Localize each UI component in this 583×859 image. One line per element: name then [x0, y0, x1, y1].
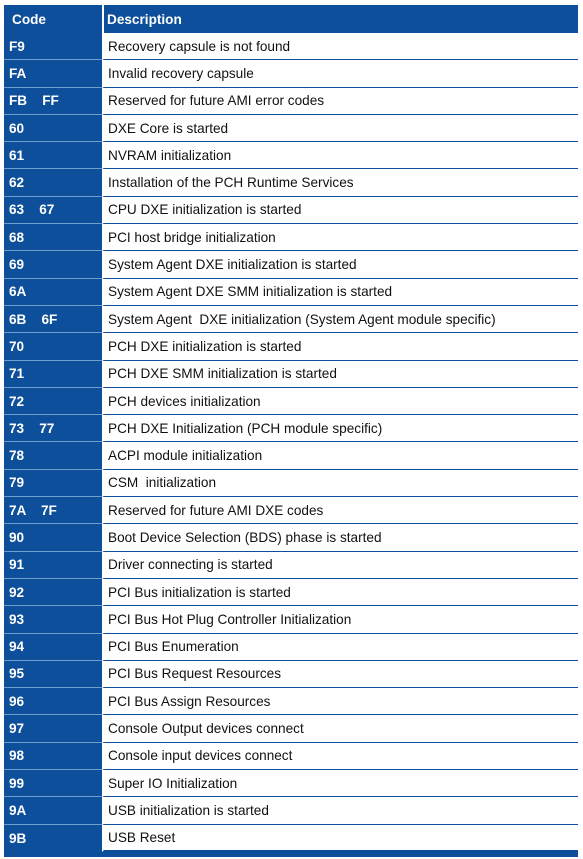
description-cell: Invalid recovery capsule — [102, 60, 578, 88]
code-cell: 98 — [4, 742, 102, 771]
code-cell: FA — [4, 60, 102, 88]
description-cell: System Agent DXE SMM initialization is s… — [102, 278, 578, 306]
description-cell: PCI host bridge initialization — [102, 224, 578, 252]
description-cell: PCH DXE initialization is started — [102, 333, 578, 361]
table-row: 95 PCI Bus Request Resources — [4, 660, 578, 689]
table-row: FA Invalid recovery capsule — [4, 60, 578, 88]
table-row: 79 CSM initialization — [4, 469, 578, 498]
code-cell: 61 — [4, 142, 102, 170]
code-cell: 9A — [4, 797, 102, 825]
table-header: Code Description — [4, 5, 578, 33]
code-cell: 62 — [4, 169, 102, 197]
description-cell: PCI Bus Request Resources — [102, 660, 578, 689]
description-cell: ACPI module initialization — [102, 442, 578, 470]
code-cell: 90 — [4, 524, 102, 552]
code-cell: 68 — [4, 224, 102, 252]
description-cell: Reserved for future AMI error codes — [102, 87, 578, 115]
table-row: 93 PCI Bus Hot Plug Controller Initializa… — [4, 606, 578, 634]
table-row: 92 PCI Bus initialization is started — [4, 578, 578, 607]
description-cell: System Agent DXE initialization is start… — [102, 251, 578, 279]
table-row: 73 77 PCH DXE Initialization (PCH module … — [4, 415, 578, 443]
code-column-header: Code — [4, 5, 102, 33]
code-cell: 93 — [4, 606, 102, 634]
description-column-header: Description — [102, 5, 578, 33]
table-row: 62 Installation of the PCH Runtime Servic… — [4, 169, 578, 197]
code-cell: 63 67 — [4, 196, 102, 225]
code-cell: 73 77 — [4, 415, 102, 443]
code-cell: FB FF — [4, 87, 102, 115]
code-cell: 94 — [4, 633, 102, 661]
code-cell: 99 — [4, 770, 102, 798]
table-row: 98 Console input devices connect — [4, 742, 578, 771]
description-cell: PCI Bus Hot Plug Controller Initializati… — [102, 606, 578, 634]
code-cell: 7A 7F — [4, 497, 102, 525]
description-cell: Recovery capsule is not found — [102, 33, 578, 61]
description-cell: DXE Core is started — [102, 114, 578, 143]
code-cell: 79 — [4, 469, 102, 498]
table-row: 96 PCI Bus Assign Resources — [4, 688, 578, 716]
status-code-table-container: Code Description F9 Recovery capsule is n… — [4, 5, 578, 857]
description-cell: Installation of the PCH Runtime Services — [102, 169, 578, 197]
description-cell: USB initialization is started — [102, 797, 578, 825]
table-row: 60 DXE Core is started — [4, 114, 578, 143]
description-cell: CSM initialization — [102, 469, 578, 498]
code-cell: 70 — [4, 333, 102, 361]
code-cell: 97 — [4, 715, 102, 743]
code-cell: 69 — [4, 251, 102, 279]
table-row: 72 PCH devices initialization — [4, 387, 578, 416]
table-row: F9 Recovery capsule is not found — [4, 33, 578, 61]
description-cell: PCI Bus Enumeration — [102, 633, 578, 661]
table-row: 6A System Agent DXE SMM initialization is… — [4, 278, 578, 306]
table-body: F9 Recovery capsule is not found FA Invalid… — [4, 33, 578, 852]
table-row: 71 PCH DXE SMM initialization is started — [4, 360, 578, 388]
description-cell: Reserved for future AMI DXE codes — [102, 497, 578, 525]
code-cell: 60 — [4, 114, 102, 143]
table-row: 6B 6F System Agent DXE initialization (Sy… — [4, 305, 578, 334]
description-cell: Driver connecting is started — [102, 551, 578, 579]
status-code-table: Code Description F9 Recovery capsule is n… — [4, 5, 578, 852]
description-cell: System Agent DXE initialization (System … — [102, 305, 578, 334]
table-row: 70 PCH DXE initialization is started — [4, 333, 578, 361]
code-cell: 91 — [4, 551, 102, 579]
description-cell: CPU DXE initialization is started — [102, 196, 578, 225]
table-row: 7A 7F Reserved for future AMI DXE codes — [4, 497, 578, 525]
table-row: 68 PCI host bridge initialization — [4, 224, 578, 252]
description-cell: Console input devices connect — [102, 742, 578, 771]
description-cell: Super IO Initialization — [102, 770, 578, 798]
table-row: 9B USB Reset — [4, 824, 578, 852]
table-row: 94 PCI Bus Enumeration — [4, 633, 578, 661]
table-row: 90 Boot Device Selection (BDS) phase is s… — [4, 524, 578, 552]
code-cell: 6B 6F — [4, 305, 102, 334]
table-row: 9A USB initialization is started — [4, 797, 578, 825]
description-cell: Console Output devices connect — [102, 715, 578, 743]
description-cell: PCH devices initialization — [102, 387, 578, 416]
code-cell: 95 — [4, 660, 102, 689]
description-cell: PCH DXE Initialization (PCH module speci… — [102, 415, 578, 443]
table-row: 63 67 CPU DXE initialization is started — [4, 196, 578, 225]
code-cell: 72 — [4, 387, 102, 416]
description-cell: PCI Bus Assign Resources — [102, 688, 578, 716]
table-row: 91 Driver connecting is started — [4, 551, 578, 579]
code-cell: 78 — [4, 442, 102, 470]
code-cell: F9 — [4, 33, 102, 61]
table-row: 61 NVRAM initialization — [4, 142, 578, 170]
table-row: 97 Console Output devices connect — [4, 715, 578, 743]
description-cell: Boot Device Selection (BDS) phase is sta… — [102, 524, 578, 552]
table-row: FB FF Reserved for future AMI error codes — [4, 87, 578, 115]
code-cell: 92 — [4, 578, 102, 607]
table-row: 99 Super IO Initialization — [4, 770, 578, 798]
table-row: 78 ACPI module initialization — [4, 442, 578, 470]
table-row: 69 System Agent DXE initialization is sta… — [4, 251, 578, 279]
code-cell: 96 — [4, 688, 102, 716]
header-row: Code Description — [4, 5, 578, 33]
description-cell: NVRAM initialization — [102, 142, 578, 170]
code-cell: 9B — [4, 824, 102, 852]
description-cell: PCH DXE SMM initialization is started — [102, 360, 578, 388]
description-cell: PCI Bus initialization is started — [102, 578, 578, 607]
description-cell: USB Reset — [102, 824, 578, 852]
code-cell: 71 — [4, 360, 102, 388]
code-cell: 6A — [4, 278, 102, 306]
